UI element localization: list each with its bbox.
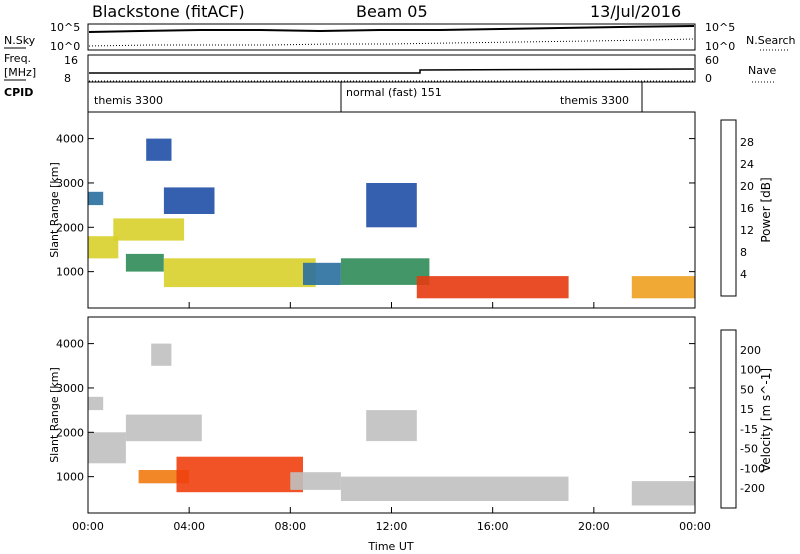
cpid-segment-1: themis 3300 [94, 94, 163, 107]
cpid-segment-3: themis 3300 [560, 94, 629, 107]
x-axis-label: Time UT [367, 540, 413, 553]
x-tick-label: 00:00 [72, 520, 104, 533]
station-title: Blackstone (fitACF) [92, 2, 245, 21]
colorbar-tick-label: -50 [740, 443, 758, 456]
nsky-tick-low: 10^0 [50, 40, 80, 53]
colorbar-tick-label: 100 [740, 364, 761, 377]
y-tick-label: 1000 [56, 471, 84, 484]
scatter-region [366, 410, 417, 442]
x-tick-label: 00:00 [679, 520, 711, 533]
x-tick-label: 12:00 [376, 520, 408, 533]
scatter-region [125, 414, 202, 442]
power-y-ticks: 1000 2000 3000 4000 [56, 133, 695, 279]
velocity-y-axis-label: Slant Range [km] [48, 367, 61, 463]
x-tick-label: 16:00 [477, 520, 509, 533]
x-tick-label: 08:00 [274, 520, 306, 533]
scatter-region [88, 432, 126, 464]
freq-tick-low: 8 [64, 72, 71, 85]
nsky-strip [87, 23, 696, 51]
colorbar-tick-label: -100 [740, 462, 765, 475]
scatter-region [146, 138, 172, 161]
nsky-label: N.Sky [4, 34, 36, 47]
colorbar-tick-label: 16 [740, 202, 754, 215]
velocity-colorbar: 200 100 50 15 -15 -50 -100 -200 [720, 329, 765, 509]
scatter-region [631, 481, 695, 506]
scatter-region [88, 396, 104, 411]
power-colorbar: 28 24 20 16 12 8 4 [720, 119, 754, 297]
freq-tick-high: 16 [64, 54, 78, 67]
y-tick-label: 3000 [56, 382, 84, 395]
beam-title: Beam 05 [356, 2, 428, 21]
nsky-trace [88, 25, 695, 33]
colorbar-tick-label: 15 [740, 403, 754, 416]
scatter-region [163, 258, 316, 288]
x-tick-label: 04:00 [173, 520, 205, 533]
scatter-region [340, 476, 569, 501]
power-panel: 1000 2000 3000 4000 Slant Range [km] [48, 111, 696, 309]
colorbar-tick-label: -15 [740, 423, 758, 436]
nave-tick-low: 0 [705, 72, 712, 85]
nsearch-tick-low: 10^0 [705, 40, 735, 53]
power-data-cells [88, 138, 695, 299]
colorbar-frame [720, 119, 737, 297]
velocity-y-ticks: 1000 2000 3000 4000 [56, 338, 695, 484]
cpid-segment-2: normal (fast) 151 [346, 86, 442, 99]
freq-label: Freq. [4, 52, 31, 65]
scatter-region [290, 472, 341, 490]
y-tick-label: 4000 [56, 133, 84, 146]
colorbar-tick-label: 12 [740, 224, 754, 237]
scatter-region [163, 187, 215, 214]
y-tick-label: 4000 [56, 338, 84, 351]
scatter-region [303, 262, 341, 285]
scatter-region [340, 258, 430, 285]
scatter-region [416, 276, 569, 299]
mhz-label: [MHz] [4, 66, 36, 79]
y-tick-label: 2000 [56, 426, 84, 439]
scatter-region [113, 218, 185, 241]
colorbar-tick-label: 24 [740, 158, 754, 171]
nsearch-label: N.Search [746, 34, 796, 47]
colorbar-tick-label: 20 [740, 180, 754, 193]
nsearch-tick-high: 10^5 [705, 21, 735, 34]
x-ticks: 00:00 04:00 08:00 12:00 16:00 20:00 00:00 [72, 302, 711, 533]
nave-tick-high: 60 [705, 54, 719, 67]
y-tick-label: 1000 [56, 266, 84, 279]
colorbar-frame [720, 329, 737, 509]
scatter-region [88, 191, 104, 206]
nave-label: Nave [748, 64, 776, 77]
date-title: 13/Jul/2016 [590, 2, 681, 21]
scatter-region [631, 276, 695, 299]
scatter-region [88, 236, 119, 259]
colorbar-tick-label: 8 [740, 246, 747, 259]
velocity-colorbar-label: Velocity [m s^-1] [759, 368, 773, 472]
power-y-axis-label: Slant Range [km] [48, 162, 61, 258]
y-tick-label: 2000 [56, 221, 84, 234]
nsky-tick-high: 10^5 [50, 21, 80, 34]
freq-trace [89, 68, 695, 74]
velocity-panel: 1000 2000 3000 4000 Slant Range [km] [48, 316, 696, 514]
colorbar-tick-label: -200 [740, 482, 765, 495]
scatter-region [151, 343, 172, 366]
colorbar-tick-label: 28 [740, 136, 754, 149]
colorbar-tick-label: 50 [740, 383, 754, 396]
cpid-label: CPID [4, 86, 33, 99]
scatter-region [366, 183, 417, 228]
colorbar-tick-label: 4 [740, 268, 747, 281]
velocity-data-cells [88, 343, 695, 506]
freq-strip [87, 54, 696, 83]
nsearch-trace [88, 38, 695, 47]
scatter-region [125, 253, 164, 272]
y-tick-label: 3000 [56, 177, 84, 190]
colorbar-tick-label: 200 [740, 344, 761, 357]
power-colorbar-label: Power [dB] [759, 177, 773, 242]
scatter-region [176, 456, 303, 493]
x-tick-label: 20:00 [578, 520, 610, 533]
